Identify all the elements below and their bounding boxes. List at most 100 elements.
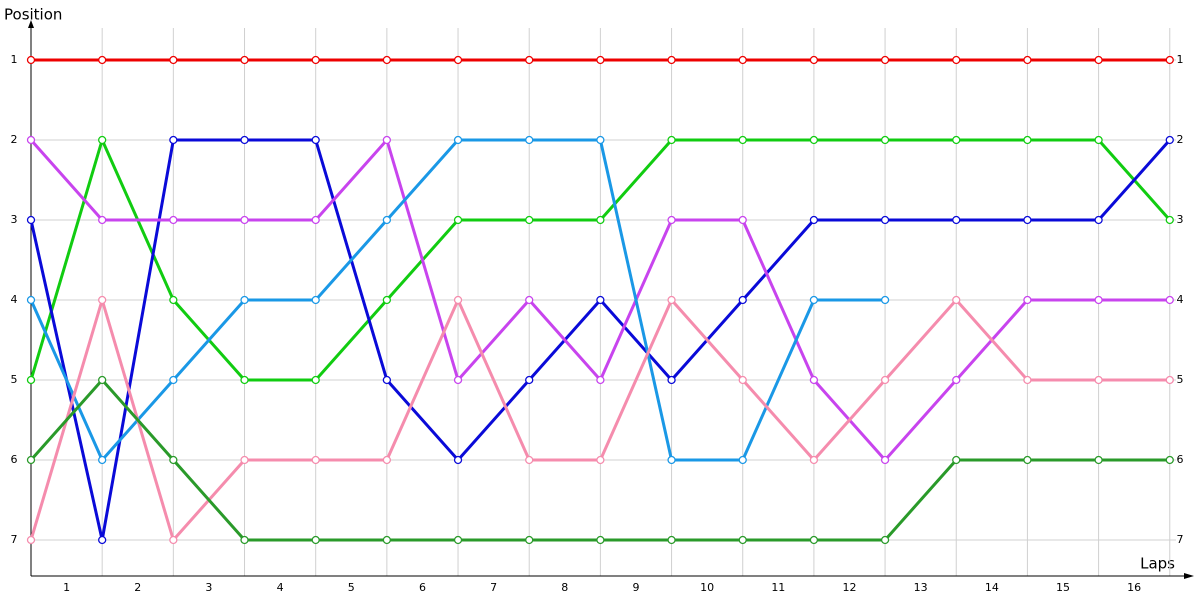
x-axis-arrow [1184,573,1194,579]
point [596,455,605,465]
point [667,215,676,225]
point [952,455,961,465]
y-tick-label-right: 6 [1177,453,1184,466]
point [26,455,36,465]
point [169,295,178,305]
point [169,215,178,225]
x-tick-label: 3 [205,581,212,594]
point [667,535,676,545]
point [880,455,890,465]
point [667,295,676,305]
point [240,535,249,545]
point [382,455,392,465]
x-tick-label: 4 [277,581,284,594]
point [1023,55,1032,65]
x-tick-label: 16 [1127,581,1141,594]
point [240,135,249,145]
x-tick-label: 10 [700,581,714,594]
point [26,295,36,305]
point [880,375,890,385]
point [525,535,534,545]
point [1023,135,1032,145]
point [1094,215,1103,225]
point [525,455,534,465]
x-tick-label: 6 [419,581,426,594]
point [1023,215,1032,225]
point [1165,55,1174,65]
point [1023,295,1032,305]
x-tick-label: 15 [1056,581,1070,594]
point [1165,135,1174,145]
point [596,215,605,225]
point [26,375,36,385]
point [1094,55,1103,65]
point [952,215,961,225]
point [98,215,107,225]
point [667,375,676,385]
point [1094,295,1103,305]
point [382,215,392,225]
point [596,55,605,65]
point [26,135,36,145]
point [453,55,463,65]
point [1165,375,1174,385]
point [98,455,107,465]
y-tick-label: 6 [11,453,18,466]
point [667,455,676,465]
point [1023,375,1032,385]
point [26,55,36,65]
point [240,295,249,305]
point [98,535,107,545]
point [453,455,463,465]
point [880,295,890,305]
point [525,295,534,305]
x-tick-label: 1 [63,581,70,594]
y-tick-label-right: 2 [1177,133,1184,146]
point [382,535,392,545]
point [169,55,178,65]
point [809,55,819,65]
y-tick-label-right: 1 [1177,53,1184,66]
point [98,295,107,305]
point [525,215,534,225]
point [952,295,961,305]
y-tick-label-right: 7 [1177,533,1184,546]
x-tick-label: 12 [842,581,856,594]
y-tick-label: 2 [11,133,18,146]
point [240,215,249,225]
point [809,135,819,145]
point [382,375,392,385]
x-tick-label: 13 [914,581,928,594]
point [98,55,107,65]
point [809,215,819,225]
point [453,215,463,225]
point [596,295,605,305]
point [738,535,747,545]
point [1094,455,1103,465]
point [596,135,605,145]
point [1165,295,1174,305]
point [311,55,320,65]
x-tick-label: 14 [985,581,999,594]
point [311,375,320,385]
point [880,215,890,225]
point [311,455,320,465]
y-tick-label: 1 [11,53,18,66]
point [1094,135,1103,145]
point [26,535,36,545]
point [809,295,819,305]
point [169,455,178,465]
point [26,215,36,225]
y-tick-label: 4 [11,293,18,306]
y-tick-label-right: 3 [1177,213,1184,226]
point [240,375,249,385]
x-tick-label: 7 [490,581,497,594]
point [98,375,107,385]
point [382,295,392,305]
y-axis-arrow [28,20,34,28]
point [667,135,676,145]
point [311,295,320,305]
y-axis-title: Position [4,6,62,24]
point [809,455,819,465]
